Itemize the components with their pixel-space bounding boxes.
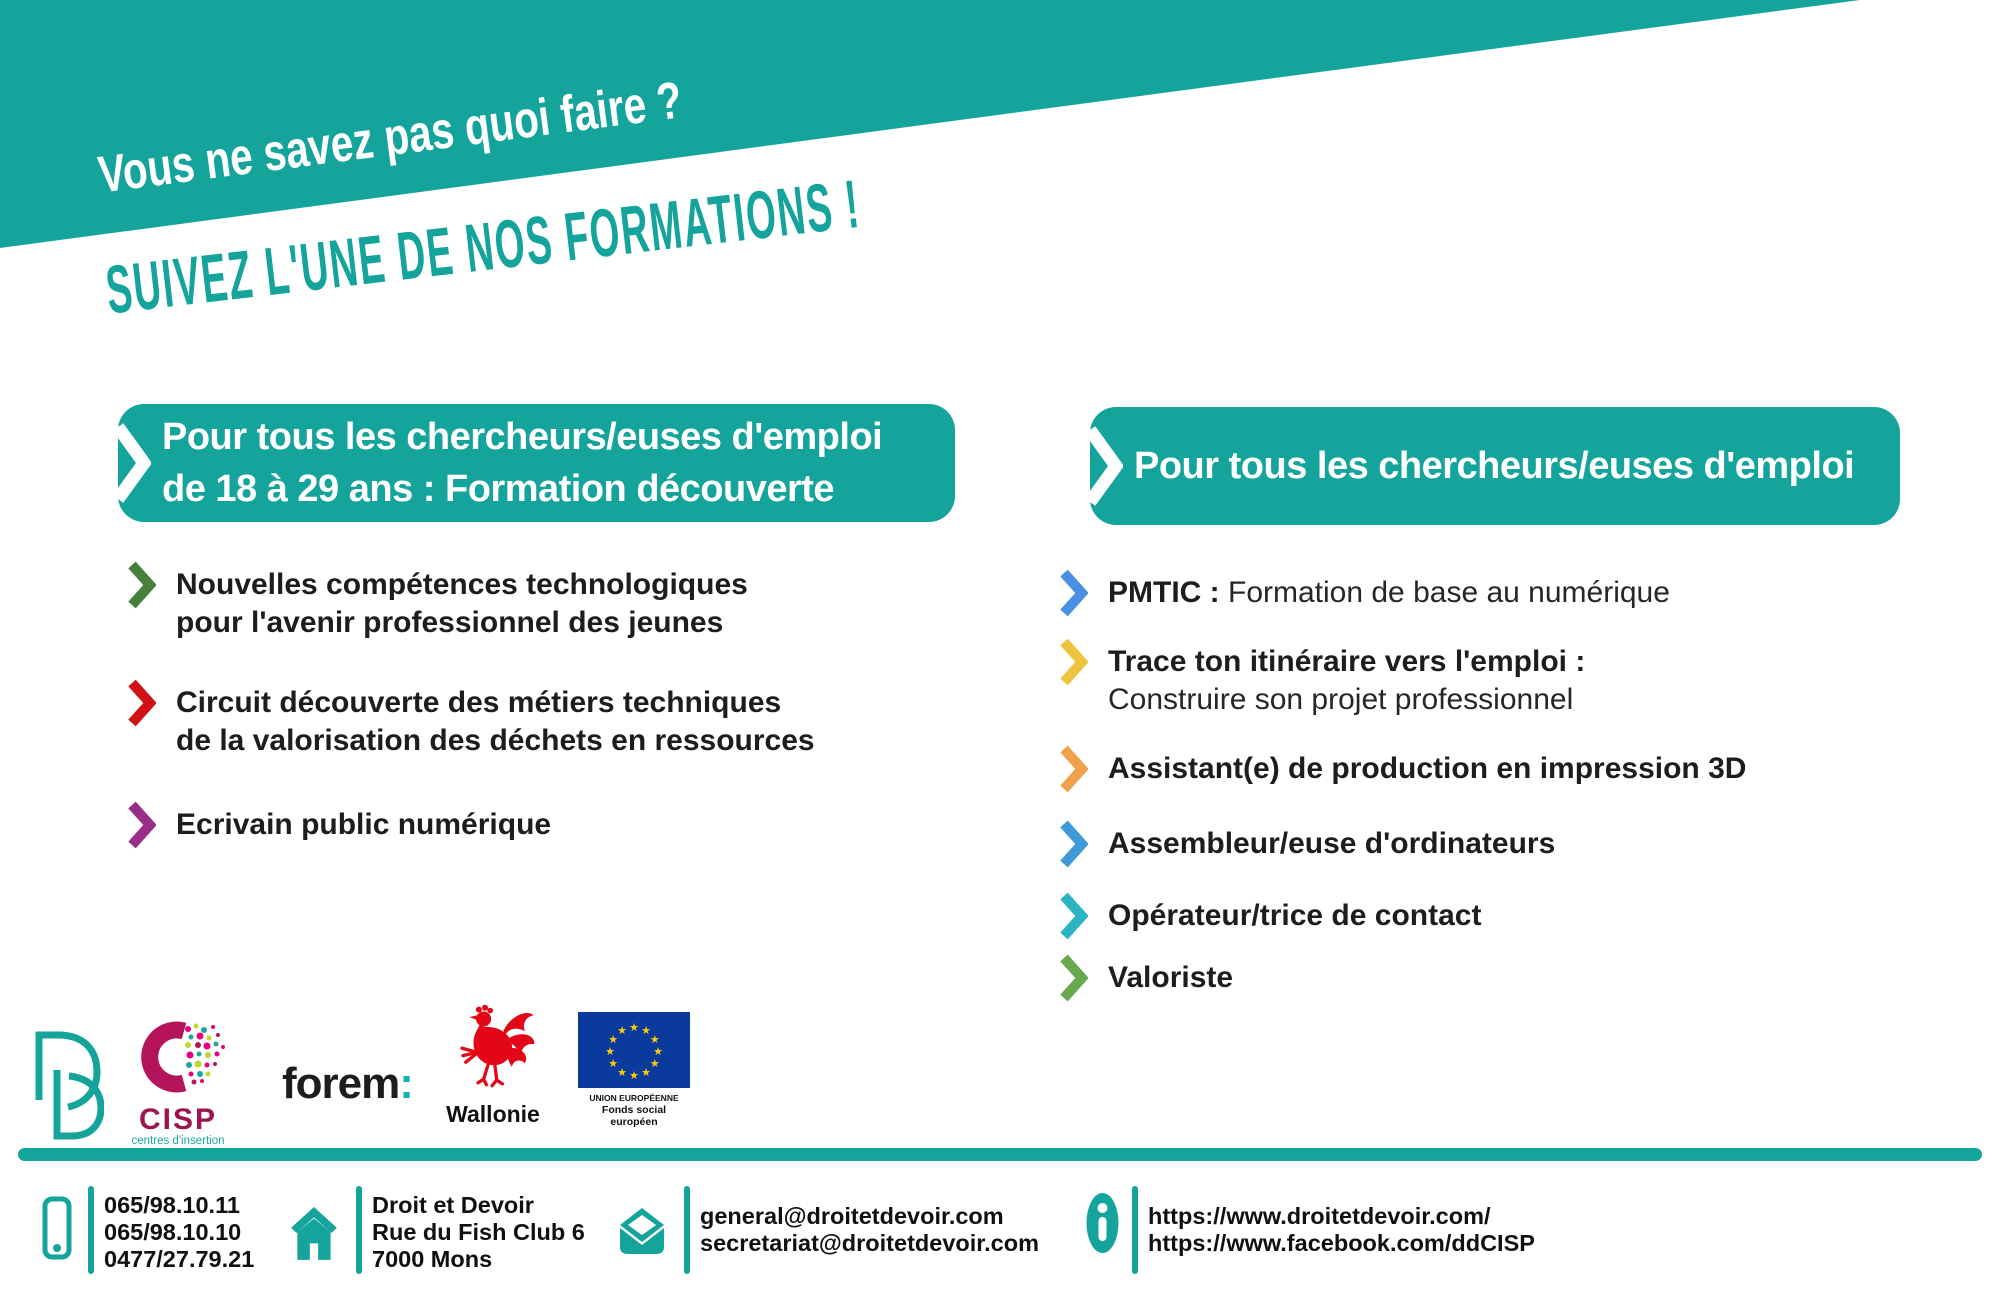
svg-text:★: ★ xyxy=(617,1024,627,1037)
course-item-text: Valoriste xyxy=(1108,961,1234,994)
wallonie-wordmark: Wallonie xyxy=(446,1101,540,1127)
white-chevron-icon xyxy=(112,423,151,503)
home-icon xyxy=(291,1207,337,1260)
course-item-text: Assembleur/euse d'ordinateurs xyxy=(1108,827,1556,860)
address-line: Droit et Devoir xyxy=(372,1192,534,1218)
eu-flag-logo: ★ ★ ★ ★ ★ ★ ★ ★ ★ ★ ★ ★ UNION EUROPÉENNE Fonds s… xyxy=(578,1012,690,1128)
left-header-line2: de 18 à 29 ans : Formation découverte xyxy=(162,468,835,510)
cisp-logo: CISP centres d'insertion socioprofession… xyxy=(126,1014,238,1161)
forem-wordmark: forem xyxy=(282,1059,400,1108)
svg-text:★: ★ xyxy=(653,1045,663,1058)
chevron-icon xyxy=(1060,820,1088,868)
svg-text:★: ★ xyxy=(650,1033,660,1046)
facebook-link[interactable]: https://www.facebook.com/ddCISP xyxy=(1148,1230,1535,1256)
footer-separator xyxy=(88,1186,94,1274)
chevron-icon xyxy=(128,679,156,727)
rooster-icon xyxy=(460,1004,535,1088)
chevron-icon xyxy=(1060,892,1088,940)
cisp-subtitle-1: centres d'insertion xyxy=(131,1135,225,1147)
svg-text:★: ★ xyxy=(608,1057,618,1070)
right-header-box: Pour tous les chercheurs/euses d'emploi xyxy=(1084,407,1900,525)
course-item: Opérateur/trice de contact xyxy=(1058,892,1482,942)
email-line: general@droitetdevoir.com xyxy=(700,1203,1004,1229)
chevron-icon xyxy=(128,561,156,609)
course-item-text: Ecrivain public numérique xyxy=(176,808,552,841)
address-line: 7000 Mons xyxy=(372,1246,493,1272)
phone-line: 065/98.10.10 xyxy=(104,1219,242,1245)
cisp-c-icon xyxy=(141,1021,225,1093)
wallonie-logo: Wallonie xyxy=(445,1003,541,1126)
address-line: Rue du Fish Club 6 xyxy=(372,1219,585,1245)
svg-text:★: ★ xyxy=(608,1033,618,1046)
svg-text:★: ★ xyxy=(650,1057,660,1070)
footer-separator xyxy=(356,1186,362,1274)
course-item: Valoriste xyxy=(1058,954,1234,1004)
phone-icon xyxy=(42,1196,72,1260)
phone-line: 065/98.10.11 xyxy=(104,1192,240,1218)
course-item: Circuit découverte des métiers technique… xyxy=(126,679,815,760)
course-item: Assistant(e) de production en impression… xyxy=(1058,745,1747,795)
chevron-icon xyxy=(1060,745,1088,793)
eu-caption-line2: Fonds social européen xyxy=(601,1104,667,1128)
course-item: Ecrivain public numérique xyxy=(126,801,552,851)
course-item-text: Opérateur/trice de contact xyxy=(1108,899,1482,932)
chevron-icon xyxy=(1060,954,1088,1002)
email-block: general@droitetdevoir.com secretariat@dr… xyxy=(700,1203,1039,1257)
chevron-icon xyxy=(1060,638,1088,686)
right-header-line1: Pour tous les chercheurs/euses d'emploi xyxy=(1134,445,1855,487)
course-item-text: Assistant(e) de production en impression… xyxy=(1108,752,1747,785)
left-header-line1: Pour tous les chercheurs/euses d'emploi xyxy=(162,416,883,458)
left-header-box: Pour tous les chercheurs/euses d'emploi … xyxy=(112,404,955,522)
white-chevron-icon xyxy=(1084,426,1123,506)
footer-separator xyxy=(1132,1186,1138,1274)
dd-monogram-icon xyxy=(35,1031,105,1140)
droit-et-devoir-logo xyxy=(30,1028,105,1147)
svg-text:★: ★ xyxy=(641,1066,651,1079)
course-item-text: PMTIC : Formation de base au numérique xyxy=(1108,576,1670,609)
footer-divider xyxy=(18,1148,1982,1161)
footer-separator xyxy=(684,1186,690,1274)
eu-flag-icon: ★ ★★ ★★★ ★★★ ★★★ xyxy=(578,1012,690,1088)
course-item-text: Circuit découverte des métiers technique… xyxy=(176,686,815,757)
svg-text:★: ★ xyxy=(605,1045,615,1058)
phone-line: 0477/27.79.21 xyxy=(104,1246,255,1272)
svg-text:★: ★ xyxy=(629,1021,639,1034)
phone-numbers: 065/98.10.11 065/98.10.10 0477/27.79.21 xyxy=(104,1192,254,1273)
svg-text:★: ★ xyxy=(629,1069,639,1082)
cisp-title: CISP xyxy=(138,1103,218,1136)
forem-logo: forem: xyxy=(282,1059,414,1108)
svg-text:★: ★ xyxy=(617,1066,627,1079)
email-line: secretariat@droitetdevoir.com xyxy=(700,1230,1039,1256)
course-item-text: Nouvelles compétences technologiques pou… xyxy=(176,568,748,639)
course-item-text: Trace ton itinéraire vers l'emploi : Con… xyxy=(1108,645,1586,716)
email-icon xyxy=(620,1208,664,1254)
course-item: Assembleur/euse d'ordinateurs xyxy=(1058,820,1556,870)
address-block: Droit et Devoir Rue du Fish Club 6 7000 … xyxy=(372,1192,585,1273)
course-item: Nouvelles compétences technologiques pou… xyxy=(126,561,748,642)
svg-text:★: ★ xyxy=(641,1024,651,1037)
web-links: https://www.droitetdevoir.com/ https://w… xyxy=(1148,1203,1535,1257)
forem-colon: : xyxy=(399,1059,414,1108)
eu-caption-line1: UNION EUROPÉENNE xyxy=(589,1093,679,1103)
course-item: PMTIC : Formation de base au numérique xyxy=(1058,569,1670,619)
course-item: Trace ton itinéraire vers l'emploi : Con… xyxy=(1058,638,1586,719)
website-link[interactable]: https://www.droitetdevoir.com/ xyxy=(1148,1203,1491,1229)
chevron-icon xyxy=(1060,569,1088,617)
info-icon xyxy=(1086,1193,1119,1253)
chevron-icon xyxy=(128,801,156,849)
